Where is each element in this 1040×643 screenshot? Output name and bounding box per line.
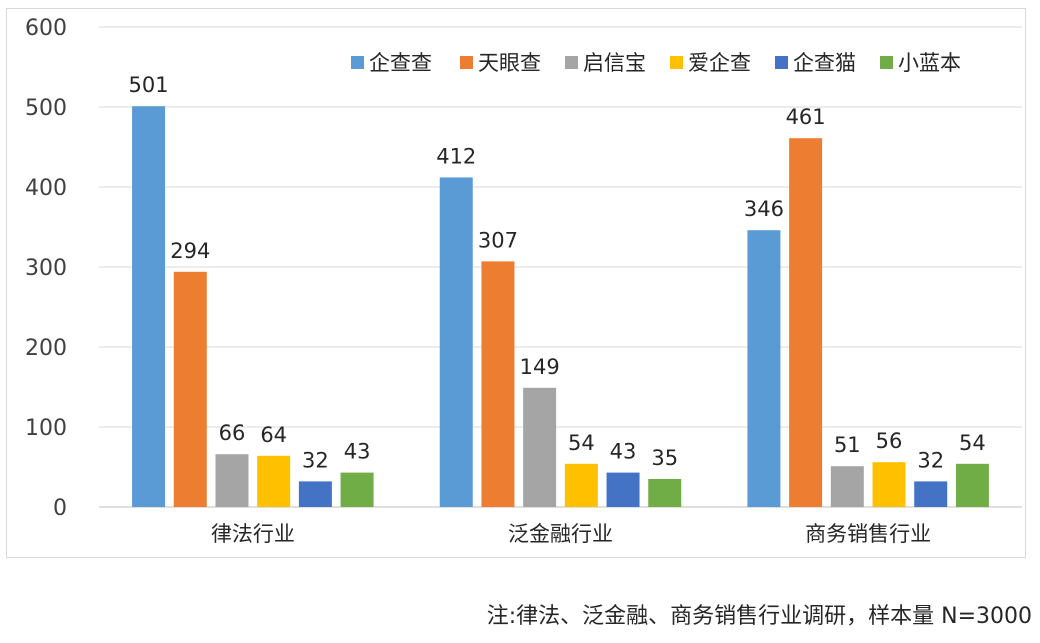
y-tick-label: 600	[25, 16, 67, 41]
bar-1-5	[648, 479, 682, 507]
data-label: 66	[219, 421, 246, 445]
data-label: 54	[568, 431, 595, 455]
legend-swatch	[670, 56, 683, 69]
y-tick-label: 0	[53, 496, 67, 521]
footnote: 注:律法、泛金融、商务销售行业调研，样本量 N=3000	[486, 604, 1032, 629]
y-tick-label: 200	[25, 336, 67, 361]
category-label: 商务销售行业	[805, 522, 931, 546]
data-label: 307	[478, 228, 518, 252]
data-label: 32	[917, 448, 944, 472]
legend-label: 爱企查	[688, 51, 751, 75]
bar-2-1	[789, 138, 823, 507]
legend-label: 企查查	[369, 51, 432, 75]
legend-swatch	[460, 56, 473, 69]
data-label: 54	[959, 431, 986, 455]
legend-label: 启信宝	[583, 51, 646, 75]
data-label: 346	[744, 197, 784, 221]
bar-2-3	[872, 462, 906, 507]
legend-swatch	[351, 56, 364, 69]
chart-frame: 0 100 200 300 400 500 600 501 294 66 64 32 43 412 307…	[6, 8, 1026, 558]
data-label: 43	[610, 440, 637, 464]
bar-1-1	[481, 261, 515, 507]
bar-2-5	[955, 463, 989, 507]
legend-swatch	[565, 56, 578, 69]
data-label: 35	[651, 446, 678, 470]
category-label: 泛金融行业	[508, 522, 613, 546]
bar-2-0	[747, 230, 781, 507]
data-label: 32	[302, 448, 329, 472]
data-label: 501	[129, 73, 169, 97]
y-tick-label: 100	[25, 416, 67, 441]
data-label: 149	[520, 355, 560, 379]
gridlines	[99, 26, 1022, 508]
data-label: 56	[876, 429, 903, 453]
category-labels: 律法行业 泛金融行业 商务销售行业	[211, 522, 931, 546]
bar-1-4	[606, 472, 640, 507]
bar-0-4	[298, 481, 332, 507]
data-label: 461	[786, 105, 826, 129]
bar-0-1	[173, 271, 207, 507]
data-label: 294	[170, 239, 210, 263]
bar-1-0	[439, 177, 473, 507]
bar-1-2	[523, 387, 557, 507]
data-label: 64	[260, 423, 287, 447]
bar-2-4	[914, 481, 948, 507]
bar-0-3	[257, 455, 291, 507]
bar-1-3	[564, 463, 598, 507]
data-label: 51	[834, 433, 861, 457]
legend-swatch	[775, 56, 788, 69]
bars	[132, 106, 989, 507]
y-axis-ticks: 0 100 200 300 400 500 600	[25, 16, 67, 521]
legend-label: 天眼查	[478, 51, 541, 75]
bar-0-2	[215, 454, 249, 507]
legend-swatch	[880, 56, 893, 69]
bar-0-5	[340, 472, 374, 507]
legend-label: 企查猫	[793, 51, 856, 75]
bar-0-0	[132, 106, 166, 507]
bar-chart: 0 100 200 300 400 500 600 501 294 66 64 32 43 412 307…	[25, 16, 1022, 546]
legend: 企查查 天眼查 启信宝 爱企查 企查猫 小蓝本	[351, 51, 961, 75]
data-label: 412	[436, 144, 476, 168]
data-label: 43	[344, 440, 371, 464]
y-tick-label: 300	[25, 256, 67, 281]
legend-label: 小蓝本	[898, 51, 961, 75]
y-tick-label: 400	[25, 176, 67, 201]
y-tick-label: 500	[25, 96, 67, 121]
category-label: 律法行业	[211, 522, 295, 546]
data-labels: 501 294 66 64 32 43 412 307 149 54 43 35 346 461 51 56 3…	[129, 73, 986, 472]
bar-2-2	[830, 466, 864, 507]
